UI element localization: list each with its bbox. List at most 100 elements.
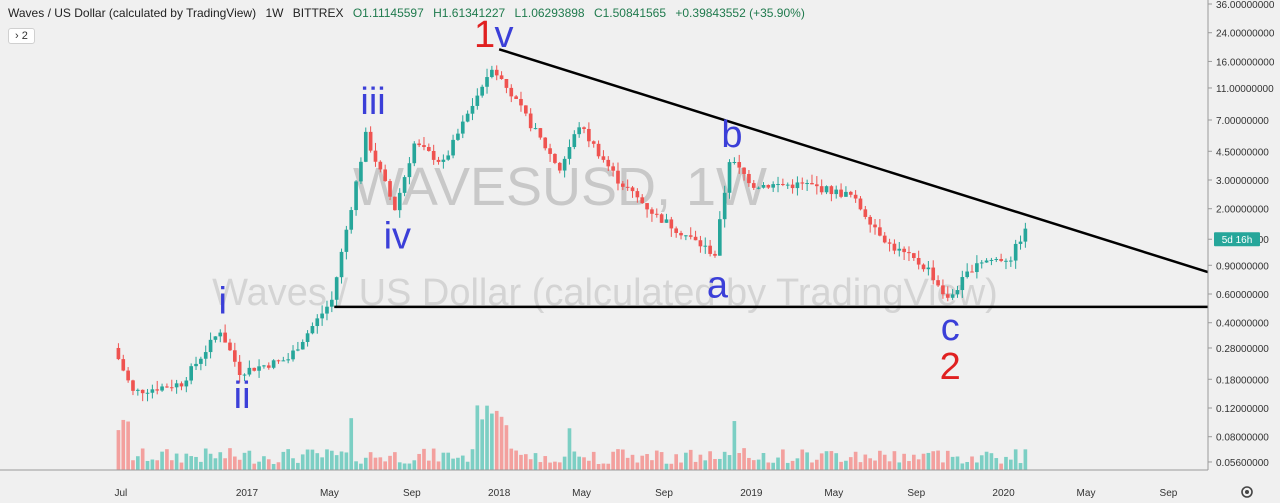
- candle: [606, 159, 611, 167]
- volume-bar: [393, 452, 397, 470]
- wave-label: c: [941, 307, 960, 349]
- candle: [363, 131, 368, 162]
- candle: [771, 184, 775, 188]
- volume-bar: [150, 459, 155, 470]
- volume-bar: [848, 457, 853, 470]
- volume-bar: [480, 419, 484, 470]
- candle: [713, 253, 717, 256]
- candle: [868, 216, 872, 225]
- candle: [848, 191, 853, 195]
- candle: [509, 87, 514, 97]
- volume-bar: [703, 460, 708, 470]
- candle: [325, 306, 329, 314]
- high-value: H1.61341227: [433, 6, 506, 20]
- volume-bar: [650, 460, 654, 470]
- candle: [310, 326, 315, 334]
- volume-bar: [557, 462, 562, 470]
- candle: [926, 267, 931, 270]
- candle: [344, 229, 349, 252]
- candle: [800, 182, 805, 184]
- volume-bar: [325, 449, 329, 470]
- candle: [441, 159, 446, 162]
- volume-bar: [417, 453, 421, 470]
- candle: [262, 365, 266, 367]
- volume-bar: [383, 461, 387, 470]
- candle: [858, 198, 863, 210]
- volume-bar: [819, 453, 824, 470]
- candle: [499, 75, 504, 79]
- candle: [422, 145, 426, 148]
- volume-bar: [305, 449, 310, 470]
- volume-bar: [785, 462, 790, 470]
- candle: [984, 260, 989, 263]
- candle: [635, 191, 640, 198]
- candle: [684, 235, 688, 237]
- gear-icon[interactable]: [1241, 486, 1253, 498]
- volume-bar: [562, 456, 567, 470]
- candle: [237, 361, 242, 375]
- volume-bar: [121, 419, 126, 470]
- candle: [199, 358, 203, 364]
- volume-bar: [742, 448, 746, 470]
- candle: [359, 161, 363, 182]
- candle: [150, 389, 155, 393]
- candle: [446, 155, 451, 160]
- volume-bar: [524, 454, 528, 470]
- candle: [781, 184, 785, 186]
- candle: [218, 332, 223, 337]
- candle: [388, 181, 392, 197]
- y-tick-label: 2.00000000: [1216, 205, 1269, 216]
- volume-bar: [994, 458, 999, 470]
- volume-bar: [640, 455, 645, 470]
- x-tick-label: 2020: [992, 488, 1015, 499]
- candle: [475, 95, 480, 106]
- volume-bar: [907, 461, 911, 470]
- price-axis[interactable]: [1208, 0, 1280, 503]
- candle: [645, 203, 649, 210]
- volume-bar: [732, 421, 737, 470]
- x-tick-label: May: [824, 488, 843, 499]
- candle: [965, 271, 969, 278]
- volume-bar: [412, 460, 417, 470]
- candle: [994, 259, 999, 261]
- volume-bar: [751, 460, 756, 470]
- candle: [485, 77, 489, 87]
- candle: [1009, 260, 1013, 262]
- volume-bar: [344, 452, 349, 470]
- candle: [184, 380, 189, 387]
- volume-bar: [625, 457, 630, 470]
- volume-bar: [165, 449, 169, 470]
- candle: [121, 359, 126, 371]
- volume-bar: [116, 430, 121, 470]
- volume-bar: [892, 451, 897, 470]
- time-axis[interactable]: [0, 470, 1280, 503]
- volume-bar: [286, 449, 290, 470]
- volume-bar: [247, 450, 252, 470]
- x-tick-label: May: [320, 488, 339, 499]
- candle: [572, 134, 577, 148]
- candle: [907, 252, 911, 254]
- volume-bar: [587, 460, 591, 470]
- interval-label[interactable]: 1W: [265, 6, 284, 20]
- indicators-toggle-button[interactable]: › 2: [8, 28, 35, 44]
- volume-bar: [727, 455, 732, 470]
- candle: [194, 363, 198, 367]
- volume-bar: [334, 455, 339, 470]
- candle: [805, 183, 809, 185]
- x-tick-label: May: [1077, 488, 1096, 499]
- exchange-label: BITTREX: [292, 6, 344, 20]
- volume-bar: [145, 460, 150, 470]
- candle: [664, 219, 669, 223]
- candle: [727, 162, 732, 193]
- volume-bar: [567, 428, 572, 470]
- volume-bar: [1004, 456, 1008, 470]
- volume-bar: [1009, 459, 1013, 470]
- candle: [174, 383, 179, 388]
- candle: [349, 210, 354, 230]
- volume-bar: [281, 451, 286, 470]
- volume-bar: [199, 461, 203, 470]
- volume-bar: [669, 463, 674, 470]
- volume-bar: [771, 462, 775, 470]
- volume-bar: [858, 462, 863, 470]
